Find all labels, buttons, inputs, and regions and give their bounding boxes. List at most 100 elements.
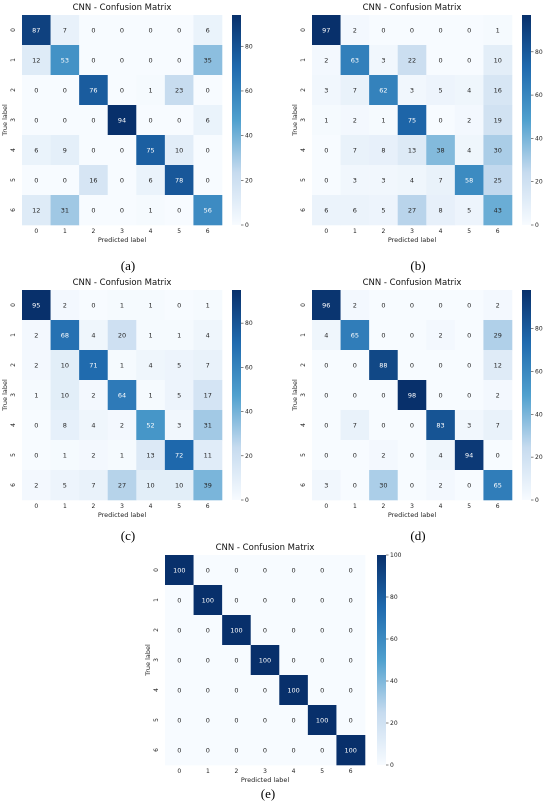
- cell-value: 2: [353, 301, 357, 309]
- cell-value: 76: [89, 86, 97, 94]
- cell-value: 0: [177, 26, 181, 34]
- y-tick-label: 4: [300, 423, 307, 427]
- x-tick-label: 4: [292, 768, 296, 775]
- cell-value: 0: [120, 176, 124, 184]
- cell-value: 0: [263, 716, 267, 724]
- cell-value: 2: [467, 116, 471, 124]
- cell-value: 7: [439, 176, 443, 184]
- heatmap-cell: [22, 350, 51, 381]
- heatmap-cell: [50, 15, 80, 46]
- cell-value: 0: [353, 391, 357, 399]
- heatmap-cell: [107, 75, 137, 106]
- cell-value: 0: [410, 451, 414, 459]
- heatmap-cell: [136, 410, 166, 441]
- cell-value: 0: [234, 716, 238, 724]
- colorbar-tick-label: 60: [245, 364, 253, 371]
- heatmap-cell: [193, 440, 223, 471]
- cell-value: 0: [320, 656, 324, 664]
- heatmap-cell: [136, 105, 166, 136]
- x-tick-label: 1: [206, 768, 210, 775]
- cell-value: 2: [439, 481, 443, 489]
- heatmap-cell: [279, 585, 309, 616]
- y-tick-label: 2: [10, 88, 17, 92]
- heatmap-cell: [22, 165, 51, 196]
- colorbar: [377, 555, 386, 765]
- heatmap-cell: [454, 290, 484, 321]
- cell-value: 0: [34, 116, 38, 124]
- x-tick-label: 2: [92, 228, 96, 235]
- cell-value: 100: [287, 686, 299, 694]
- heatmap-cell: [107, 135, 137, 166]
- colorbar-tick-label: 40: [390, 678, 398, 685]
- heatmap-cell: [79, 75, 109, 106]
- heatmap-cell: [454, 350, 484, 381]
- cell-value: 29: [494, 331, 502, 339]
- heatmap-cell: [22, 105, 51, 136]
- cell-value: 0: [120, 146, 124, 154]
- cell-value: 0: [177, 686, 181, 694]
- cell-value: 2: [353, 116, 357, 124]
- cell-value: 0: [349, 626, 353, 634]
- panel-label: (b): [410, 258, 425, 273]
- cell-value: 100: [259, 656, 271, 664]
- cell-value: 0: [177, 116, 181, 124]
- cell-value: 0: [177, 56, 181, 64]
- heatmap-cell: [136, 320, 166, 351]
- heatmap-cell: [136, 45, 166, 76]
- cell-value: 30: [494, 146, 502, 154]
- y-tick-label: 6: [153, 748, 160, 752]
- y-tick-label: 5: [10, 453, 17, 457]
- heatmap-cell: [79, 320, 109, 351]
- cell-value: 0: [353, 451, 357, 459]
- heatmap-cell: [336, 585, 366, 616]
- cell-value: 0: [263, 686, 267, 694]
- heatmap-cell: [79, 15, 109, 46]
- cell-value: 0: [467, 481, 471, 489]
- heatmap-cell: [397, 350, 427, 381]
- heatmap-cell: [307, 645, 337, 676]
- colorbar-tick-label: 80: [535, 326, 543, 333]
- heatmap-cell: [483, 75, 513, 106]
- cell-value: 2: [381, 451, 385, 459]
- cell-value: 0: [292, 596, 296, 604]
- heatmap-cell: [369, 75, 399, 106]
- heatmap-cell: [22, 75, 51, 106]
- heatmap-cell: [164, 75, 194, 106]
- cell-value: 10: [61, 391, 69, 399]
- heatmap-cell: [397, 410, 427, 441]
- heatmap-cell: [397, 75, 427, 106]
- heatmap-cell: [279, 705, 309, 736]
- cell-value: 64: [118, 391, 126, 399]
- cell-value: 68: [61, 331, 69, 339]
- heatmap-cell: [193, 615, 223, 646]
- heatmap-cell: [307, 705, 337, 736]
- heatmap-cell: [79, 135, 109, 166]
- heatmap-cell: [454, 440, 484, 471]
- cell-value: 75: [146, 146, 154, 154]
- colorbar-tick-label: 20: [390, 720, 398, 727]
- colorbar-tick-label: 0: [535, 222, 539, 229]
- heatmap-cell: [250, 675, 280, 706]
- cell-value: 0: [467, 331, 471, 339]
- heatmap-cell: [107, 380, 137, 411]
- heatmap-cell: [107, 290, 137, 321]
- cell-value: 9: [63, 146, 67, 154]
- heatmap-cell: [193, 555, 223, 586]
- heatmap-cell: [340, 105, 370, 136]
- heatmap-cell: [312, 410, 341, 441]
- cell-value: 0: [320, 686, 324, 694]
- heatmap-cell: [369, 165, 399, 196]
- cell-value: 0: [206, 746, 210, 754]
- cell-value: 13: [146, 451, 154, 459]
- cell-value: 58: [465, 176, 473, 184]
- cell-value: 56: [204, 206, 212, 214]
- colorbar-tick-label: 20: [245, 453, 253, 460]
- cell-value: 1: [63, 451, 67, 459]
- heatmap-cell: [79, 105, 109, 136]
- y-tick-label: 2: [300, 88, 307, 92]
- cell-value: 52: [146, 421, 154, 429]
- cell-value: 1: [206, 301, 210, 309]
- cell-value: 0: [177, 626, 181, 634]
- heatmap-cell: [164, 410, 194, 441]
